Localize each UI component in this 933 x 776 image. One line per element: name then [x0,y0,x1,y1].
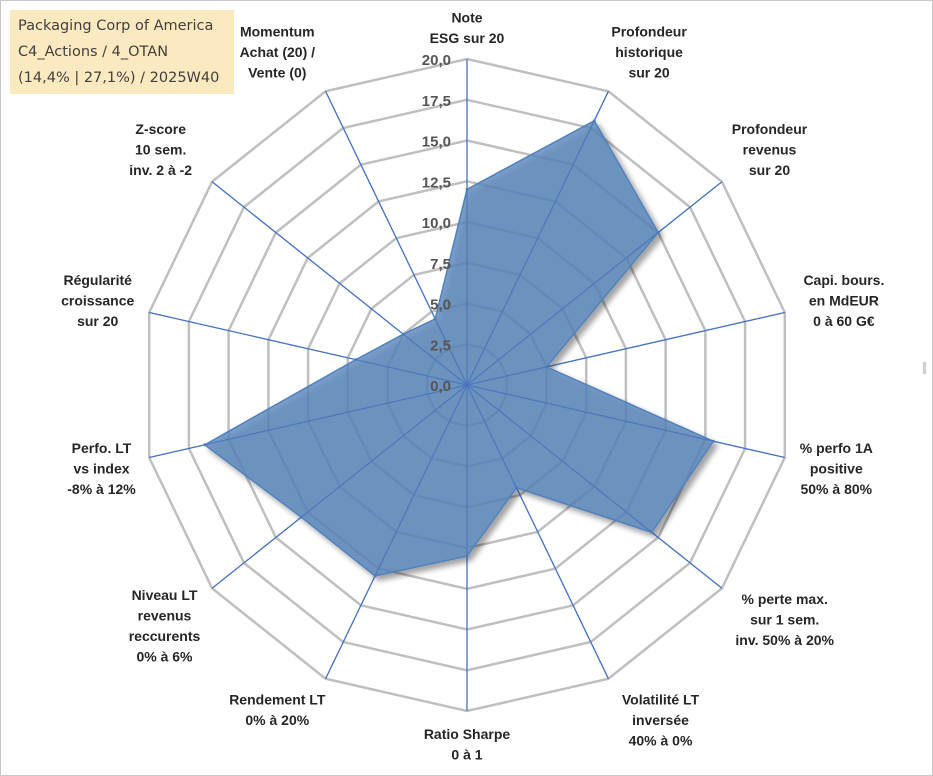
axis-line-overlay-10 [211,384,468,589]
axis-label-line: sur 20 [628,64,669,80]
axis-label-6: % perte max. sur 1 sem. inv. 50% à 20% [735,591,834,648]
axis-label-10: Niveau LT revenus reccurents 0% à 6% [129,587,201,665]
axis-line-overlay-13 [211,181,468,386]
axis-label-13: Z-score 10 sem. inv. 2 à -2 [129,121,192,178]
axis-line-overlay-9 [325,384,468,679]
axis-label-line: Profondeur [611,23,687,39]
axis-label-line: Vente (0) [248,64,306,80]
axis-label-line: 40% à 0% [629,733,693,749]
chart-title-box: Packaging Corp of America C4_Actions / 4… [10,10,234,94]
axis-label-line: % perte max. [742,591,828,607]
axis-label-line: historique [615,44,683,60]
axis-label-line: Achat (20) / [240,44,316,60]
axis-label-5: % perfo 1A positive 50% à 80% [800,440,873,497]
axis-label-8: Ratio Sharpe 0 à 1 [424,726,511,763]
axis-label-line: reccurents [129,628,201,644]
axis-label-line: revenus [743,142,797,158]
axis-label-2: Profondeur historique sur 20 [611,23,687,80]
axis-label-line: Niveau LT [132,587,198,603]
axis-label-3: Profondeur revenus sur 20 [732,121,808,178]
axis-label-line: 0 à 1 [451,747,482,763]
axis-label-line: Profondeur [732,121,808,137]
axis-label-line: Note [451,10,482,26]
axis-label-line: inv. 2 à -2 [129,162,192,178]
axis-label-line: 50% à 80% [800,481,872,497]
axis-label-line: inversée [632,712,689,728]
axis-label-line: ESG sur 20 [430,30,505,46]
axis-label-line: positive [810,460,863,476]
axis-label-line: -8% à 12% [67,481,136,497]
axis-line-overlay-2 [466,91,609,386]
axis-label-line: vs index [73,460,129,476]
axis-line-overlay-4 [466,312,785,386]
axis-line-overlay-7 [466,384,609,679]
axis-label-line: revenus [138,608,192,624]
axis-label-line: sur 20 [749,162,790,178]
chart-title-line-3: (14,4% | 27,1%) / 2025W40 [18,70,220,86]
axis-label-1: Note ESG sur 20 [430,10,505,47]
axis-label-line: croissance [61,293,134,309]
tick-label-4: 7,5 [430,256,451,273]
axis-label-14: Momentum Achat (20) / Vente (0) [240,23,316,80]
axis-line-overlay-11 [149,384,468,458]
axis-label-line: Rendement LT [229,692,326,708]
axis-label-line: Momentum [240,23,315,39]
axis-label-4: Capi. bours. en MdEUR 0 à 60 G€ [803,272,884,329]
axis-label-line: Capi. bours. [803,272,884,288]
axis-label-line: 10 sem. [135,142,186,158]
chart-title-line-2: C4_Actions / 4_OTAN [18,44,169,60]
tick-label-8: 17,5 [422,93,451,110]
axis-label-line: % perfo 1A [800,440,873,456]
axis-line-overlay-5 [466,384,785,458]
tick-label-9: 20,0 [422,52,451,69]
axis-label-line: 0% à 20% [245,712,309,728]
tick-label-3: 5,0 [430,297,451,314]
tick-label-6: 12,5 [422,174,451,191]
tick-label-2: 2,5 [430,337,451,354]
axis-label-line: sur 20 [77,313,118,329]
tick-label-1: 0,0 [430,378,451,395]
axis-line-overlay-3 [466,181,723,386]
axis-label-line: Perfo. LT [72,440,132,456]
axis-line-overlay-12 [149,312,468,386]
axis-label-9: Rendement LT 0% à 20% [229,692,326,729]
axis-label-line: sur 1 sem. [750,611,819,627]
axis-label-12: Régularité croissance sur 20 [61,272,134,329]
axis-label-line: Z-score [135,121,186,137]
axis-line-overlay-14 [325,91,468,386]
tick-label-5: 10,0 [422,215,451,232]
axis-label-line: 0 à 60 G€ [813,313,875,329]
axis-label-line: inv. 50% à 20% [735,632,834,648]
axis-line-overlay-6 [466,384,723,589]
axis-label-11: Perfo. LT vs index -8% à 12% [67,440,136,497]
axis-label-line: Volatilité LT [622,692,700,708]
series-area-1 [203,119,715,577]
axis-label-line: en MdEUR [809,293,879,309]
axis-label-line: Ratio Sharpe [424,726,511,742]
tick-label-7: 15,0 [422,134,451,151]
axis-label-line: Régularité [63,272,132,288]
chart-title-line-1: Packaging Corp of America [18,18,214,34]
axis-label-7: Volatilité LT inversée 40% à 0% [622,692,700,749]
resize-handle[interactable] [923,362,926,374]
axis-label-line: 0% à 6% [136,649,193,665]
